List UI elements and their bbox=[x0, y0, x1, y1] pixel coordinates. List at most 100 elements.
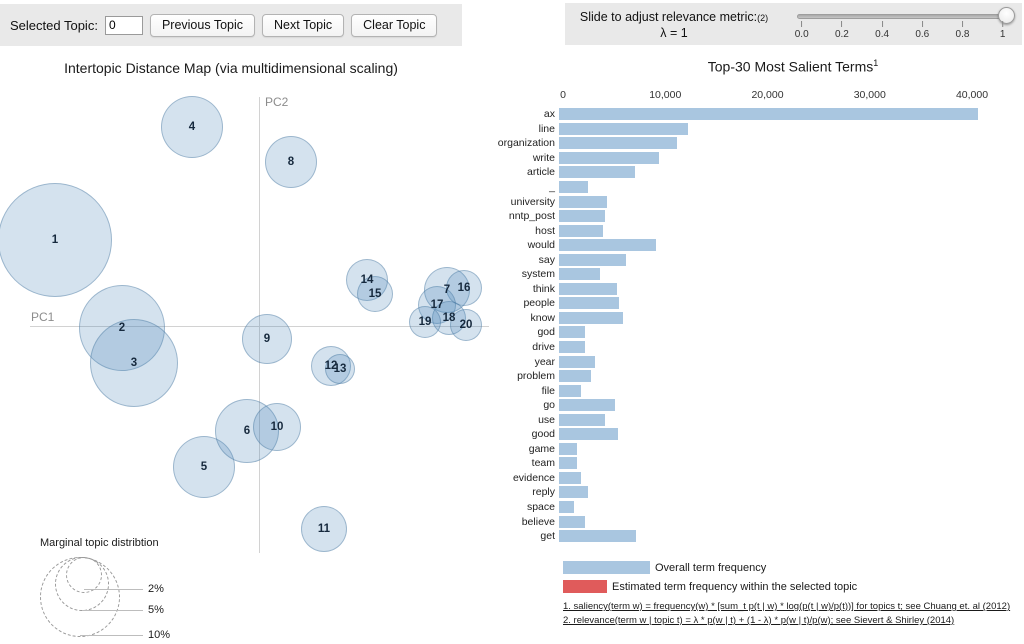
topic-bubble-label-19: 19 bbox=[418, 316, 432, 328]
term-frequency-bar[interactable] bbox=[559, 224, 604, 237]
topic-bubble-3[interactable] bbox=[90, 319, 178, 407]
term-frequency-bar[interactable] bbox=[559, 195, 607, 208]
term-frequency-bar[interactable] bbox=[559, 530, 637, 543]
topic-controls-panel: Selected Topic: Previous Topic Next Topi… bbox=[0, 4, 462, 46]
lambda-slider-track[interactable] bbox=[797, 14, 1008, 19]
term-label: get bbox=[540, 530, 555, 543]
term-frequency-bar[interactable] bbox=[559, 355, 596, 368]
clear-topic-button[interactable]: Clear Topic bbox=[351, 13, 438, 37]
term-frequency-bar[interactable] bbox=[559, 311, 623, 324]
slider-tick-mark bbox=[841, 21, 843, 27]
term-frequency-bar[interactable] bbox=[559, 413, 605, 426]
topic-bubble-13[interactable] bbox=[325, 354, 355, 384]
slider-tick-label: 0.6 bbox=[915, 29, 930, 40]
term-label: think bbox=[532, 282, 555, 295]
topic-bubble-10[interactable] bbox=[253, 403, 301, 451]
term-row-host: host bbox=[450, 223, 1024, 238]
term-row-system: system bbox=[450, 267, 1024, 282]
pc1-axis-label: PC1 bbox=[31, 310, 55, 324]
term-frequency-bar[interactable] bbox=[559, 137, 677, 150]
term-row-organization: organization bbox=[450, 136, 1024, 151]
term-label: host bbox=[535, 224, 555, 237]
term-frequency-bar[interactable] bbox=[559, 457, 577, 470]
term-frequency-bar[interactable] bbox=[559, 384, 582, 397]
topic-bubble-label-2: 2 bbox=[118, 322, 126, 334]
topic-bubble-11[interactable] bbox=[301, 506, 347, 552]
topic-bubble-label-1: 1 bbox=[51, 234, 59, 246]
term-row-nntp_post: nntp_post bbox=[450, 209, 1024, 224]
topic-bubble-1[interactable] bbox=[0, 183, 112, 297]
term-label: drive bbox=[532, 341, 555, 354]
term-label: system bbox=[521, 268, 555, 281]
term-frequency-bar[interactable] bbox=[559, 253, 626, 266]
term-label: would bbox=[527, 239, 555, 252]
term-label: nntp_post bbox=[508, 210, 555, 223]
term-row-problem: problem bbox=[450, 369, 1024, 384]
term-label: god bbox=[537, 326, 555, 339]
term-frequency-bar[interactable] bbox=[559, 151, 660, 164]
topic-bubble-20[interactable] bbox=[450, 309, 482, 341]
topic-bubble-15[interactable] bbox=[357, 276, 393, 312]
lambda-slider-handle[interactable] bbox=[998, 7, 1015, 24]
topic-bubble-label-7: 7 bbox=[443, 284, 451, 296]
footnote-saliency-link[interactable]: 1. saliency(term w) = frequency(w) * [su… bbox=[563, 601, 1011, 612]
term-frequency-bar[interactable] bbox=[559, 428, 619, 441]
term-frequency-bar[interactable] bbox=[559, 166, 636, 179]
pc2-axis-label: PC2 bbox=[265, 95, 289, 109]
x-axis-tick-label: 0 bbox=[560, 89, 566, 101]
term-label: evidence bbox=[512, 471, 555, 484]
term-label: write bbox=[532, 151, 555, 164]
term-frequency-bar[interactable] bbox=[559, 326, 585, 339]
term-row-would: would bbox=[450, 238, 1024, 253]
term-frequency-bar[interactable] bbox=[559, 341, 585, 354]
x-axis-tick-label: 30,000 bbox=[853, 89, 886, 101]
term-frequency-bar[interactable] bbox=[559, 122, 688, 135]
term-frequency-bar[interactable] bbox=[559, 486, 588, 499]
overall-frequency-label: Overall term frequency bbox=[655, 561, 767, 574]
intertopic-map-title: Intertopic Distance Map (via multidimens… bbox=[64, 60, 398, 76]
term-row-article: article bbox=[450, 165, 1024, 180]
salient-terms-title: Top-30 Most Salient Terms1 bbox=[563, 58, 1023, 75]
term-frequency-bar[interactable] bbox=[559, 515, 585, 528]
term-frequency-bar[interactable] bbox=[559, 108, 979, 121]
term-row-year: year bbox=[450, 354, 1024, 369]
legend-selected-frequency: Estimated term frequency within the sele… bbox=[563, 580, 857, 593]
term-label: _ bbox=[549, 181, 555, 193]
term-label: line bbox=[538, 122, 555, 135]
topic-bubble-label-17: 17 bbox=[430, 299, 444, 311]
topic-bubble-19[interactable] bbox=[409, 306, 441, 338]
topic-bubble-4[interactable] bbox=[161, 96, 223, 158]
size-legend-line-5pct bbox=[82, 610, 143, 611]
topic-bubble-label-9: 9 bbox=[263, 333, 271, 345]
slider-tick-0.2: 0.2 bbox=[835, 21, 849, 40]
term-frequency-bar[interactable] bbox=[559, 471, 582, 484]
term-frequency-bar[interactable] bbox=[559, 268, 600, 281]
term-label: file bbox=[541, 384, 555, 397]
term-frequency-bar[interactable] bbox=[559, 181, 588, 193]
next-topic-button[interactable]: Next Topic bbox=[262, 13, 345, 37]
footnote-relevance-link[interactable]: 2. relevance(term w | topic t) = λ * p(w… bbox=[563, 615, 955, 626]
term-frequency-bar[interactable] bbox=[559, 282, 617, 295]
topic-bubble-8[interactable] bbox=[265, 136, 317, 188]
selected-topic-label: Selected Topic: bbox=[10, 17, 98, 33]
term-frequency-bar[interactable] bbox=[559, 210, 605, 223]
term-row-drive: drive bbox=[450, 340, 1024, 355]
term-frequency-bar[interactable] bbox=[559, 297, 620, 310]
topic-bubble-label-5: 5 bbox=[200, 461, 208, 473]
previous-topic-button[interactable]: Previous Topic bbox=[149, 13, 255, 37]
term-frequency-bar[interactable] bbox=[559, 442, 577, 455]
term-frequency-bar[interactable] bbox=[559, 370, 591, 383]
term-row-know: know bbox=[450, 311, 1024, 326]
lambda-value-label: λ = 1 bbox=[660, 26, 688, 40]
selected-topic-input[interactable] bbox=[104, 15, 143, 35]
topic-bubble-label-12: 12 bbox=[324, 360, 338, 372]
term-row-ax: ax bbox=[450, 107, 1024, 122]
term-frequency-bar[interactable] bbox=[559, 399, 616, 412]
slider-instruction-text: Slide to adjust relevance metric: bbox=[579, 10, 758, 24]
size-legend-label-2pct: 2% bbox=[148, 583, 164, 595]
term-frequency-bar[interactable] bbox=[559, 239, 657, 252]
term-frequency-bar[interactable] bbox=[559, 501, 574, 514]
term-label: people bbox=[523, 297, 555, 310]
topic-bubble-9[interactable] bbox=[242, 314, 292, 364]
